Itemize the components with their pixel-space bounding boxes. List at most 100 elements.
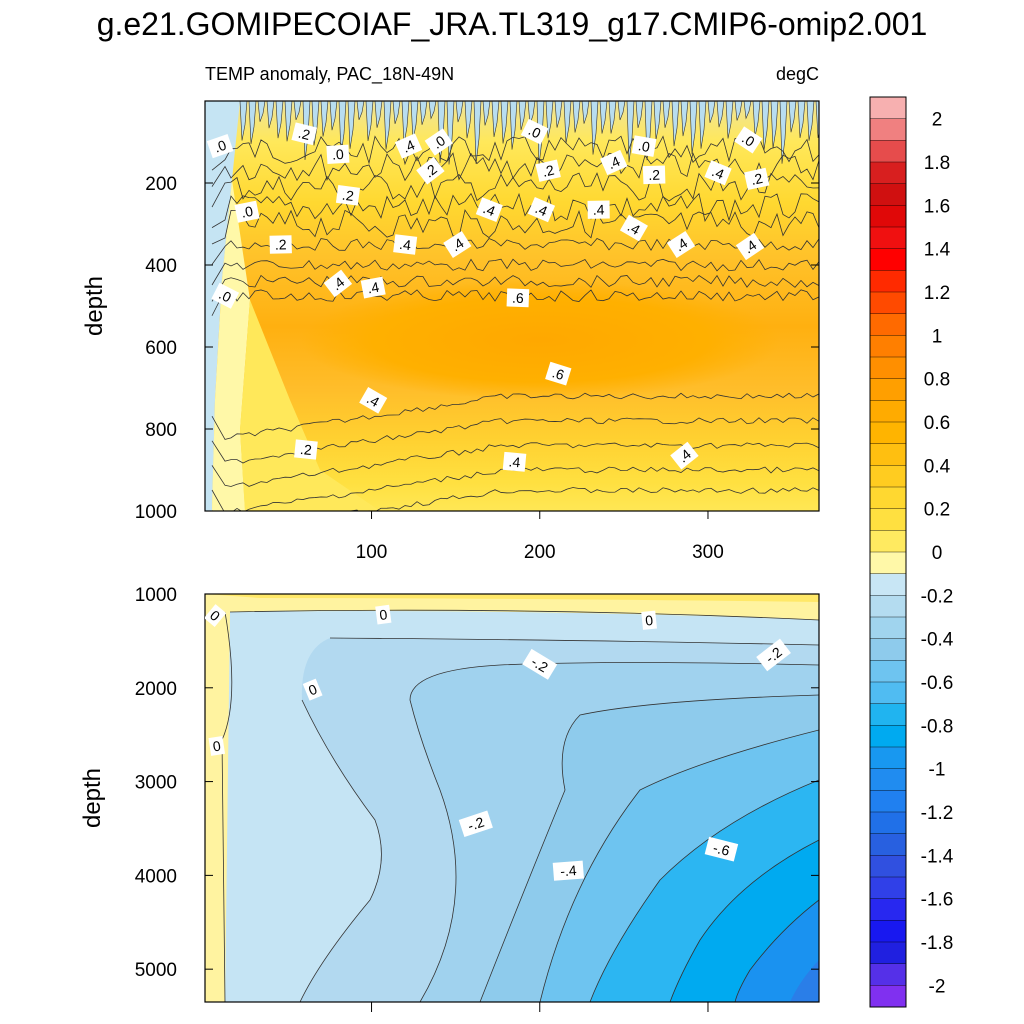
colorbar-swatch <box>869 746 907 770</box>
lower-y-tick-label: 5000 <box>135 960 177 981</box>
colorbar-swatch <box>869 920 907 943</box>
colorbar-label: 0.6 <box>924 413 950 434</box>
colorbar-label: -1.4 <box>921 846 954 867</box>
colorbar-swatch <box>869 963 907 986</box>
contour-label-text: -.4 <box>560 862 578 879</box>
contour-label-text: 0 <box>212 737 222 754</box>
colorbar-swatch <box>869 768 907 791</box>
colorbar-swatch <box>869 226 907 250</box>
contour-label: .2 <box>294 439 318 460</box>
upper-contour-line <box>211 392 819 440</box>
contour-label: .4 <box>443 231 472 258</box>
colorbar-label: -1.2 <box>921 803 954 824</box>
contour-label: .4 <box>735 232 765 261</box>
contour-label-text: .4 <box>481 200 498 219</box>
colorbar-swatch <box>869 205 907 228</box>
colorbar-label: -1.8 <box>921 933 954 954</box>
contour-label-text: .2 <box>275 236 287 252</box>
contour-label: .0 <box>520 118 549 145</box>
contour-label: .2 <box>642 165 666 185</box>
upper-contour-line <box>211 417 819 464</box>
upper-axes: 200 400 600 800 1000 100 200 300 <box>135 174 819 563</box>
colorbar-swatch <box>869 400 907 423</box>
contour-label: .0 <box>211 282 240 309</box>
colorbar-label: 0.4 <box>924 456 951 477</box>
colorbar-swatch <box>869 573 907 596</box>
lower-contour-line <box>589 779 819 1002</box>
lower-contour-line <box>329 637 819 646</box>
colorbar-swatch <box>869 703 907 726</box>
upper-y-tick-label: 1000 <box>135 502 177 523</box>
colorbar-swatch <box>869 291 907 315</box>
contour-label: .4 <box>393 234 418 255</box>
contour-label: 0 <box>205 604 227 627</box>
colorbar-swatch <box>869 140 907 163</box>
contour-label-text: .0 <box>240 203 255 221</box>
contour-label-text: 0 <box>378 606 388 623</box>
contour-label-text: .4 <box>366 279 381 297</box>
contour-label: -.2 <box>522 648 558 680</box>
upper-x-tick-label: 300 <box>692 542 724 563</box>
contour-label: .4 <box>619 214 648 242</box>
colorbar-label: -0.6 <box>921 673 954 694</box>
contour-label: .4 <box>394 133 423 159</box>
colorbar-label: 1.4 <box>924 240 951 261</box>
colorbar-swatch <box>869 161 907 185</box>
upper-y-axis-label: depth <box>81 276 108 336</box>
colorbar-label: 1.6 <box>924 196 950 217</box>
lower-contour-line <box>299 699 382 1002</box>
lower-contour-line <box>669 839 819 1002</box>
upper-y-tick-label: 400 <box>145 256 177 277</box>
colorbar-swatch <box>869 790 907 813</box>
contour-label: 0 <box>375 604 392 625</box>
lower-contour-line <box>409 664 501 1002</box>
colorbar-label: 0.2 <box>924 500 950 521</box>
colorbar-label: -2 <box>929 976 946 997</box>
contour-label-text: -.2 <box>529 653 551 675</box>
contour-label: .4 <box>670 441 699 470</box>
colorbar-frame <box>869 96 907 1008</box>
colorbar-label: 1.8 <box>924 153 950 174</box>
lower-panel-frame <box>204 593 820 1003</box>
upper-contour-line <box>211 238 819 265</box>
contour-label: .2 <box>291 122 318 146</box>
contour-label: .0 <box>734 126 763 154</box>
lower-y-tick-label: 2000 <box>135 679 177 700</box>
upper-subtitle-left: TEMP anomaly, PAC_18N-49N <box>205 64 454 85</box>
contour-label: .0 <box>424 128 453 156</box>
contour-label: .4 <box>666 230 696 259</box>
colorbar-label: -1 <box>929 760 946 781</box>
upper-x-tick-label: 100 <box>356 542 388 563</box>
upper-contour-line <box>211 442 819 487</box>
contour-label: 0 <box>208 736 226 756</box>
upper-contour-line <box>211 135 819 171</box>
upper-y-tick-label: 200 <box>145 174 177 195</box>
contour-label: .4 <box>475 197 503 223</box>
contour-label: .4 <box>527 197 556 223</box>
colorbar-swatch <box>869 876 907 900</box>
contour-label: .0 <box>326 144 350 164</box>
contour-label: .0 <box>234 200 260 223</box>
contour-label-text: .0 <box>637 137 651 155</box>
colorbar-swatch <box>869 616 907 640</box>
colorbar-swatch <box>869 356 907 380</box>
contour-label-text: .0 <box>212 137 229 156</box>
lower-y-tick-label: 4000 <box>135 866 177 887</box>
colorbar-swatch <box>869 508 907 531</box>
colorbar-swatch <box>869 96 907 120</box>
colorbar-swatch <box>869 985 907 1008</box>
colorbar-label: 2 <box>932 110 943 131</box>
upper-y-tick-label: 800 <box>145 420 177 441</box>
contour-label: .4 <box>587 200 610 219</box>
colorbar-label: -0.8 <box>921 716 954 737</box>
contour-label: -.6 <box>704 836 739 862</box>
upper-contour-labels: .2.0.0.4.0.0.0.0.2.2.4.2.4.2.2.0.4.4.4.4… <box>206 118 770 472</box>
contour-label: .4 <box>360 276 386 299</box>
colorbar-swatch <box>869 638 907 661</box>
contour-label-text: -.6 <box>712 839 732 859</box>
contour-label-text: .4 <box>398 236 412 253</box>
figure-title: g.e21.GOMIPECOIAF_JRA.TL319_g17.CMIP6-om… <box>96 6 928 42</box>
contour-label: .2 <box>744 167 770 191</box>
colorbar: 2 1.8 1.6 1.4 1.2 1 0.8 0.6 0.4 0.2 0 -0.2 -0.4 -0.6 -… <box>869 96 954 1008</box>
lower-contour-line <box>479 694 819 1002</box>
